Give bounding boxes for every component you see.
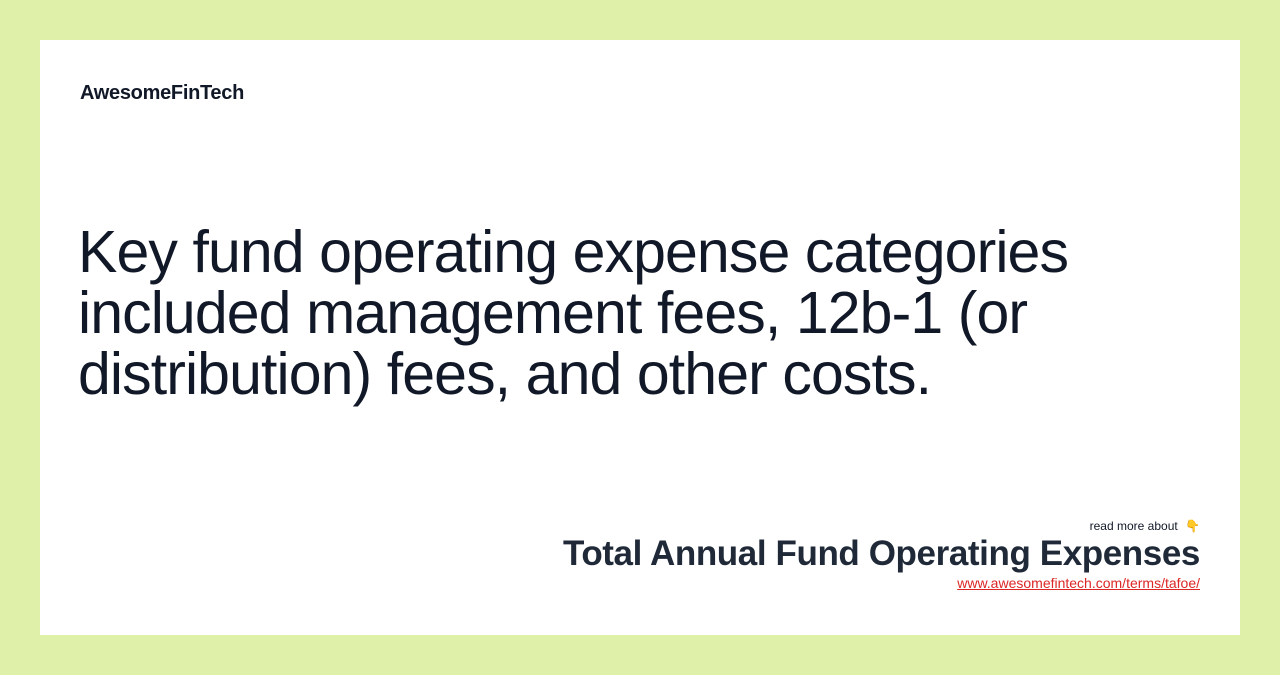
content-card: AwesomeFinTech Key fund operating expens… — [40, 40, 1240, 635]
brand-logo[interactable]: AwesomeFinTech — [80, 82, 244, 104]
term-title: Total Annual Fund Operating Expenses — [562, 534, 1200, 573]
term-link[interactable]: www.awesomefintech.com/terms/tafoe/ — [957, 575, 1200, 591]
read-more-line: read more about 👇 — [563, 518, 1200, 534]
quote-text: Key fund operating expense categories in… — [78, 219, 1069, 407]
pointing-down-icon: 👇 — [1185, 519, 1200, 533]
read-more-label: read more about — [1089, 519, 1178, 533]
footer: read more about 👇 Total Annual Fund Oper… — [563, 518, 1200, 593]
